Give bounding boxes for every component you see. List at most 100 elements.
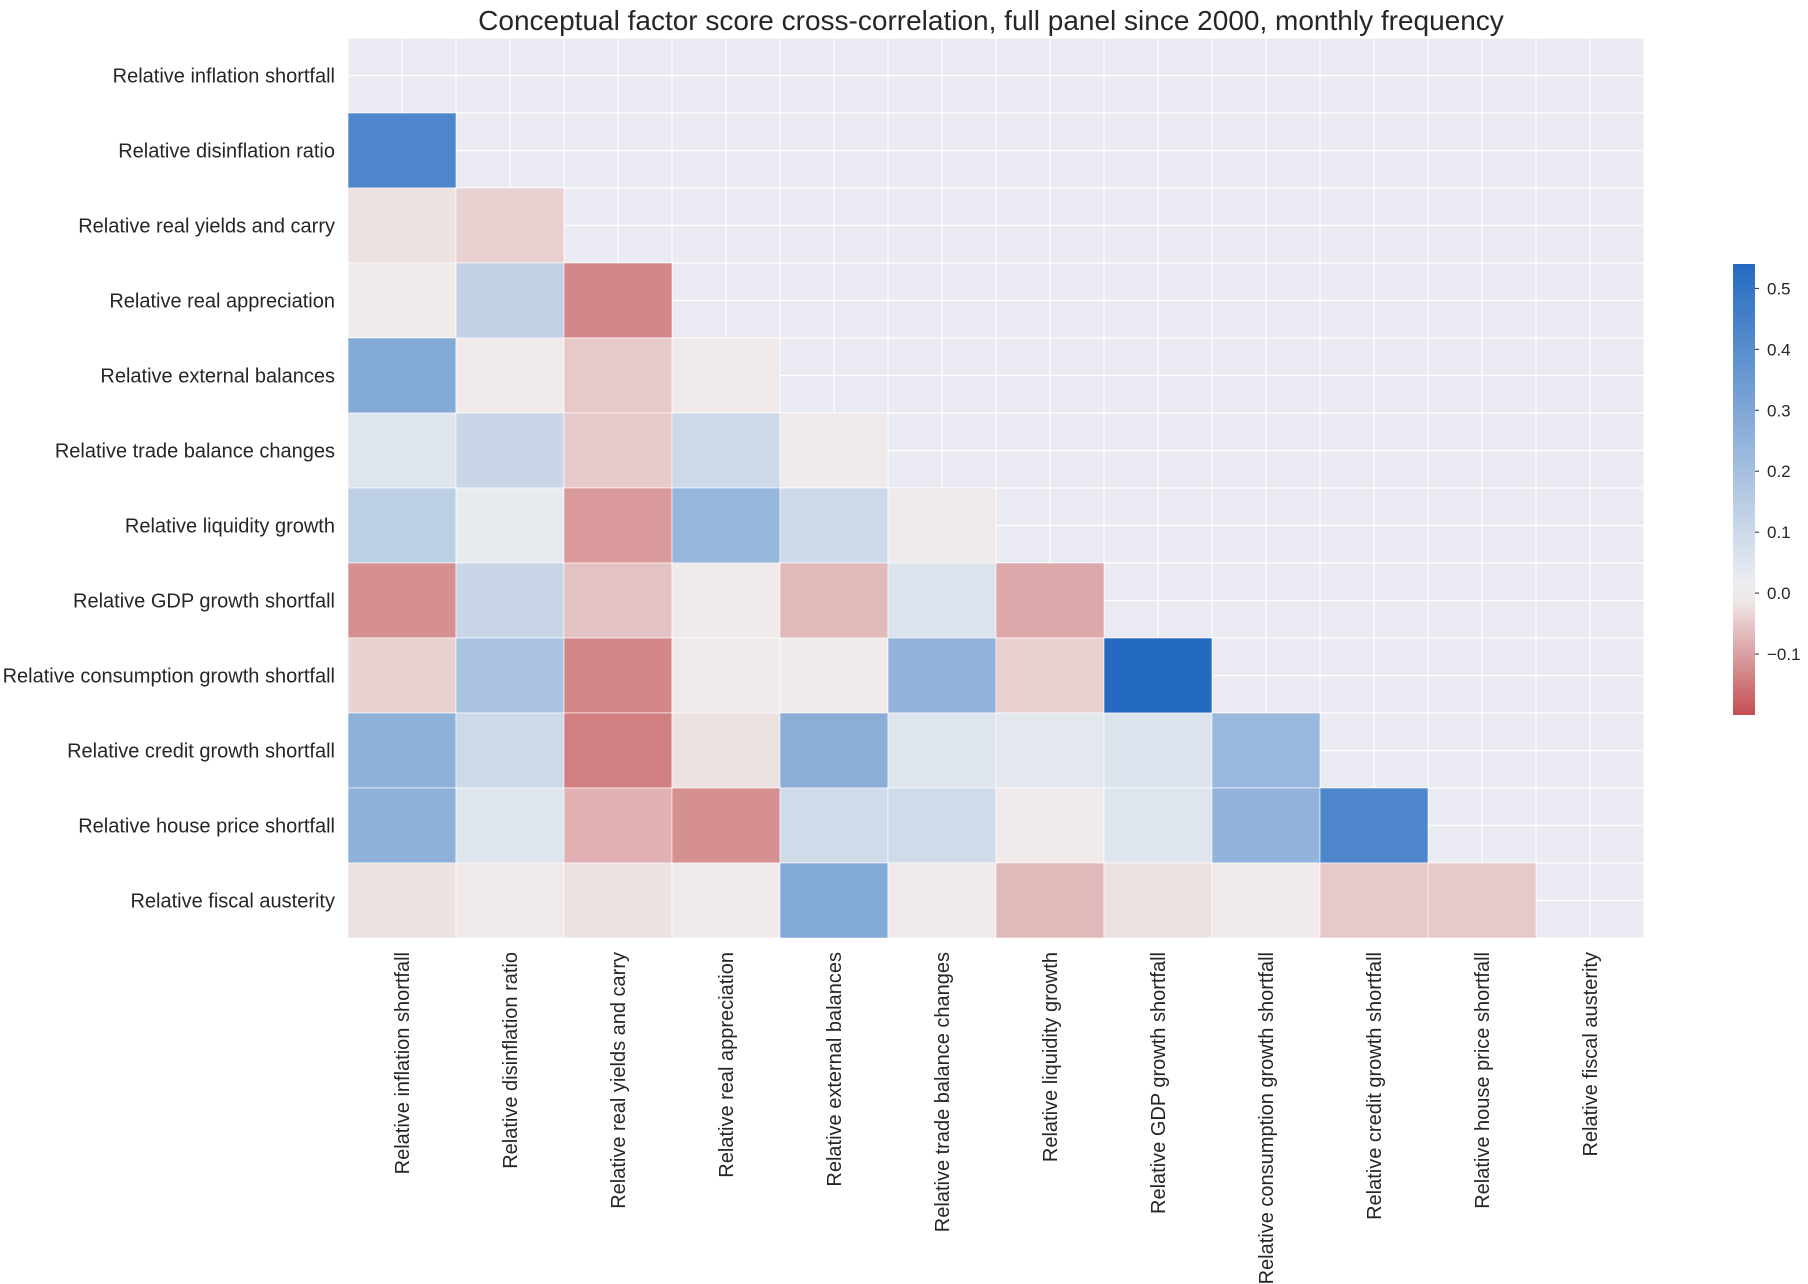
heatmap-cell xyxy=(779,562,889,639)
heatmap-cell xyxy=(995,712,1105,789)
heatmap-cells xyxy=(347,112,1537,939)
heatmap-cell xyxy=(455,487,565,564)
colorbar-gradient xyxy=(1733,264,1755,715)
heatmap-cell xyxy=(887,487,997,564)
heatmap-cell xyxy=(671,412,781,489)
y-tick-label: Relative fiscal austerity xyxy=(130,891,335,913)
heatmap-cell xyxy=(887,787,997,864)
chart-title: Conceptual factor score cross-correlatio… xyxy=(478,5,1504,36)
heatmap-cell xyxy=(563,712,673,789)
heatmap-cell xyxy=(779,637,889,714)
heatmap-cell xyxy=(995,637,1105,714)
x-tick-label: Relative external balances xyxy=(824,952,846,1187)
y-tick-labels: Relative inflation shortfall Relative dis… xyxy=(3,66,335,913)
heatmap-cell xyxy=(671,562,781,639)
heatmap-cell xyxy=(671,787,781,864)
y-tick-label: Relative trade balance changes xyxy=(55,441,335,463)
heatmap-cell xyxy=(1211,787,1321,864)
y-tick-label: Relative consumption growth shortfall xyxy=(3,666,335,688)
y-tick-label: Relative GDP growth shortfall xyxy=(73,591,335,613)
x-tick-label: Relative GDP growth shortfall xyxy=(1148,952,1170,1214)
heatmap-cell xyxy=(455,262,565,339)
heatmap-cell xyxy=(455,187,565,264)
colorbar-tick-label: 0.3 xyxy=(1767,401,1791,420)
heatmap-cell xyxy=(347,487,457,564)
heatmap-cell xyxy=(995,562,1105,639)
heatmap-cell xyxy=(887,562,997,639)
x-tick-label: Relative disinflation ratio xyxy=(500,952,522,1169)
heatmap-cell xyxy=(347,637,457,714)
heatmap-cell xyxy=(1319,787,1429,864)
heatmap-cell xyxy=(455,562,565,639)
heatmap-cell xyxy=(347,337,457,414)
heatmap-cell xyxy=(563,337,673,414)
heatmap-cell xyxy=(1427,862,1537,939)
y-tick-label: Relative inflation shortfall xyxy=(113,66,335,88)
heatmap-cell xyxy=(1211,862,1321,939)
heatmap-cell xyxy=(779,787,889,864)
y-tick-label: Relative external balances xyxy=(100,366,335,388)
heatmap-cell xyxy=(455,862,565,939)
x-tick-label: Relative inflation shortfall xyxy=(392,952,414,1174)
heatmap-cell xyxy=(671,337,781,414)
heatmap-cell xyxy=(563,787,673,864)
heatmap-cell xyxy=(455,412,565,489)
heatmap-cell xyxy=(995,787,1105,864)
heatmap-cell xyxy=(779,412,889,489)
heatmap-cell xyxy=(1103,862,1213,939)
x-tick-label: Relative real yields and carry xyxy=(608,952,630,1209)
heatmap-cell xyxy=(455,712,565,789)
heatmap-cell xyxy=(671,862,781,939)
heatmap-cell xyxy=(563,562,673,639)
y-tick-label: Relative house price shortfall xyxy=(78,816,335,838)
heatmap-cell xyxy=(779,862,889,939)
x-tick-label: Relative consumption growth shortfall xyxy=(1256,952,1278,1284)
x-tick-label: Relative trade balance changes xyxy=(932,952,954,1232)
heatmap-cell xyxy=(1319,862,1429,939)
heatmap-cell xyxy=(455,787,565,864)
heatmap-cell xyxy=(347,712,457,789)
colorbar-tick-label: 0.2 xyxy=(1767,462,1791,481)
heatmap-cell xyxy=(1103,712,1213,789)
heatmap-cell xyxy=(671,712,781,789)
heatmap-cell xyxy=(779,487,889,564)
heatmap-cell xyxy=(671,487,781,564)
heatmap-cell xyxy=(455,637,565,714)
x-tick-label: Relative real appreciation xyxy=(716,952,738,1178)
heatmap-cell xyxy=(671,637,781,714)
heatmap-cell xyxy=(563,412,673,489)
heatmap-cell xyxy=(779,712,889,789)
heatmap-cell xyxy=(563,862,673,939)
heatmap-cell xyxy=(1103,787,1213,864)
y-tick-label: Relative real yields and carry xyxy=(78,216,335,238)
heatmap-cell xyxy=(1211,712,1321,789)
colorbar-tick-label: 0.5 xyxy=(1767,279,1791,298)
heatmap-cell xyxy=(347,112,457,189)
y-tick-label: Relative disinflation ratio xyxy=(118,141,335,163)
heatmap-cell xyxy=(347,862,457,939)
y-tick-label: Relative credit growth shortfall xyxy=(67,741,335,763)
heatmap-cell xyxy=(995,862,1105,939)
heatmap-cell xyxy=(455,337,565,414)
colorbar-tick-label: 0.4 xyxy=(1767,340,1791,359)
x-tick-label: Relative credit growth shortfall xyxy=(1364,952,1386,1220)
heatmap-cell xyxy=(563,262,673,339)
heatmap-cell xyxy=(887,862,997,939)
colorbar-tick-label: −0.1 xyxy=(1767,645,1801,664)
heatmap-cell xyxy=(563,487,673,564)
colorbar-tick-label: 0.0 xyxy=(1767,584,1791,603)
x-tick-label: Relative fiscal austerity xyxy=(1580,952,1602,1157)
heatmap-cell xyxy=(347,262,457,339)
x-tick-labels: Relative inflation shortfall Relative dis… xyxy=(392,952,1602,1284)
colorbar: −0.1 0.0 0.1 0.2 0.3 0.4 0.5 xyxy=(1733,264,1801,715)
heatmap-cell xyxy=(563,637,673,714)
y-tick-label: Relative liquidity growth xyxy=(125,516,335,538)
heatmap-cell xyxy=(347,412,457,489)
y-tick-label: Relative real appreciation xyxy=(109,291,335,313)
colorbar-tick-label: 0.1 xyxy=(1767,523,1791,542)
heatmap-cell xyxy=(1103,637,1213,714)
x-tick-label: Relative liquidity growth xyxy=(1040,952,1062,1162)
x-tick-label: Relative house price shortfall xyxy=(1472,952,1494,1209)
heatmap-cell xyxy=(347,562,457,639)
